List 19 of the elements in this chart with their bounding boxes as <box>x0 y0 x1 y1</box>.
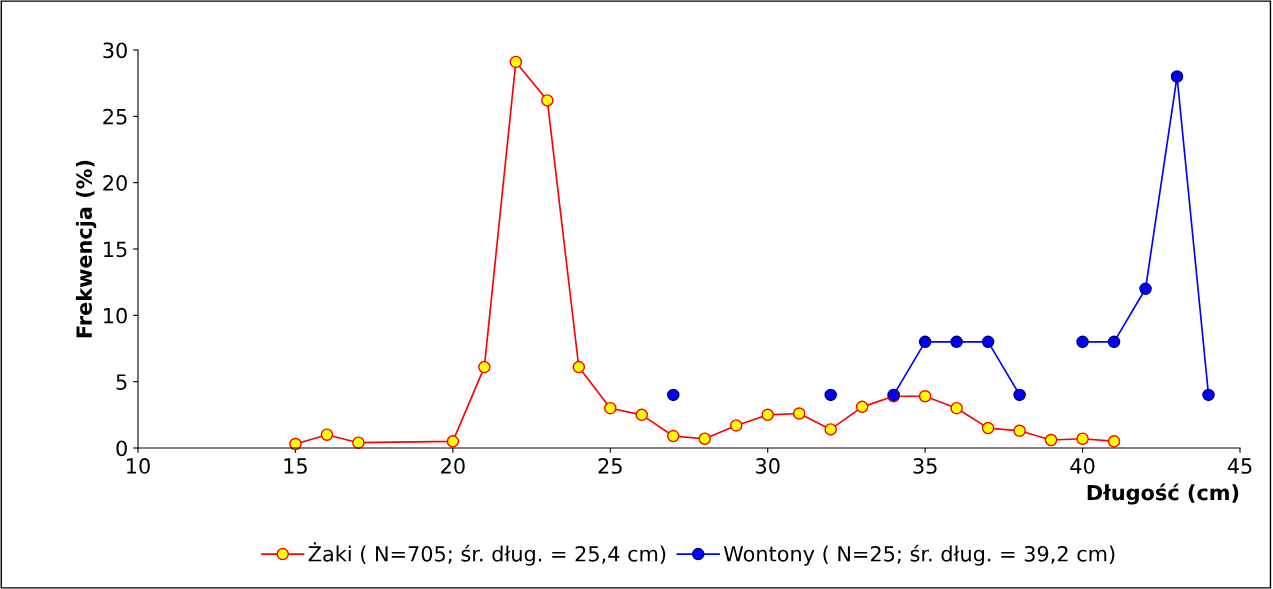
y-tick-label: 25 <box>103 108 127 125</box>
x-tick-label: 15 <box>284 458 307 474</box>
legend-label: Żaki ( N=705; śr. dług. = 25,4 cm) <box>308 542 666 566</box>
y-tick-label: 5 <box>116 374 127 390</box>
y-tick-label: 0 <box>116 440 127 457</box>
x-tick-label: 45 <box>1227 458 1252 474</box>
y-tick-label: 15 <box>104 241 127 258</box>
x-tick-label: 20 <box>441 458 465 474</box>
x-tick-label: 30 <box>756 458 780 474</box>
legend-label: Wontony ( N=25; śr. dług. = 39,2 cm) <box>723 544 1115 566</box>
y-tick-label: 30 <box>103 42 127 59</box>
x-tick-label: 25 <box>598 458 622 474</box>
y-tick-label: 20 <box>103 175 127 191</box>
y-axis-title: Frekwencja (%) <box>75 160 97 338</box>
x-tick-label: 10 <box>127 458 150 474</box>
x-axis-title: Długość (cm) <box>1087 483 1239 505</box>
x-tick-label: 35 <box>913 458 937 474</box>
x-tick-label: 40 <box>1070 458 1095 474</box>
y-tick-label: 10 <box>104 307 127 324</box>
